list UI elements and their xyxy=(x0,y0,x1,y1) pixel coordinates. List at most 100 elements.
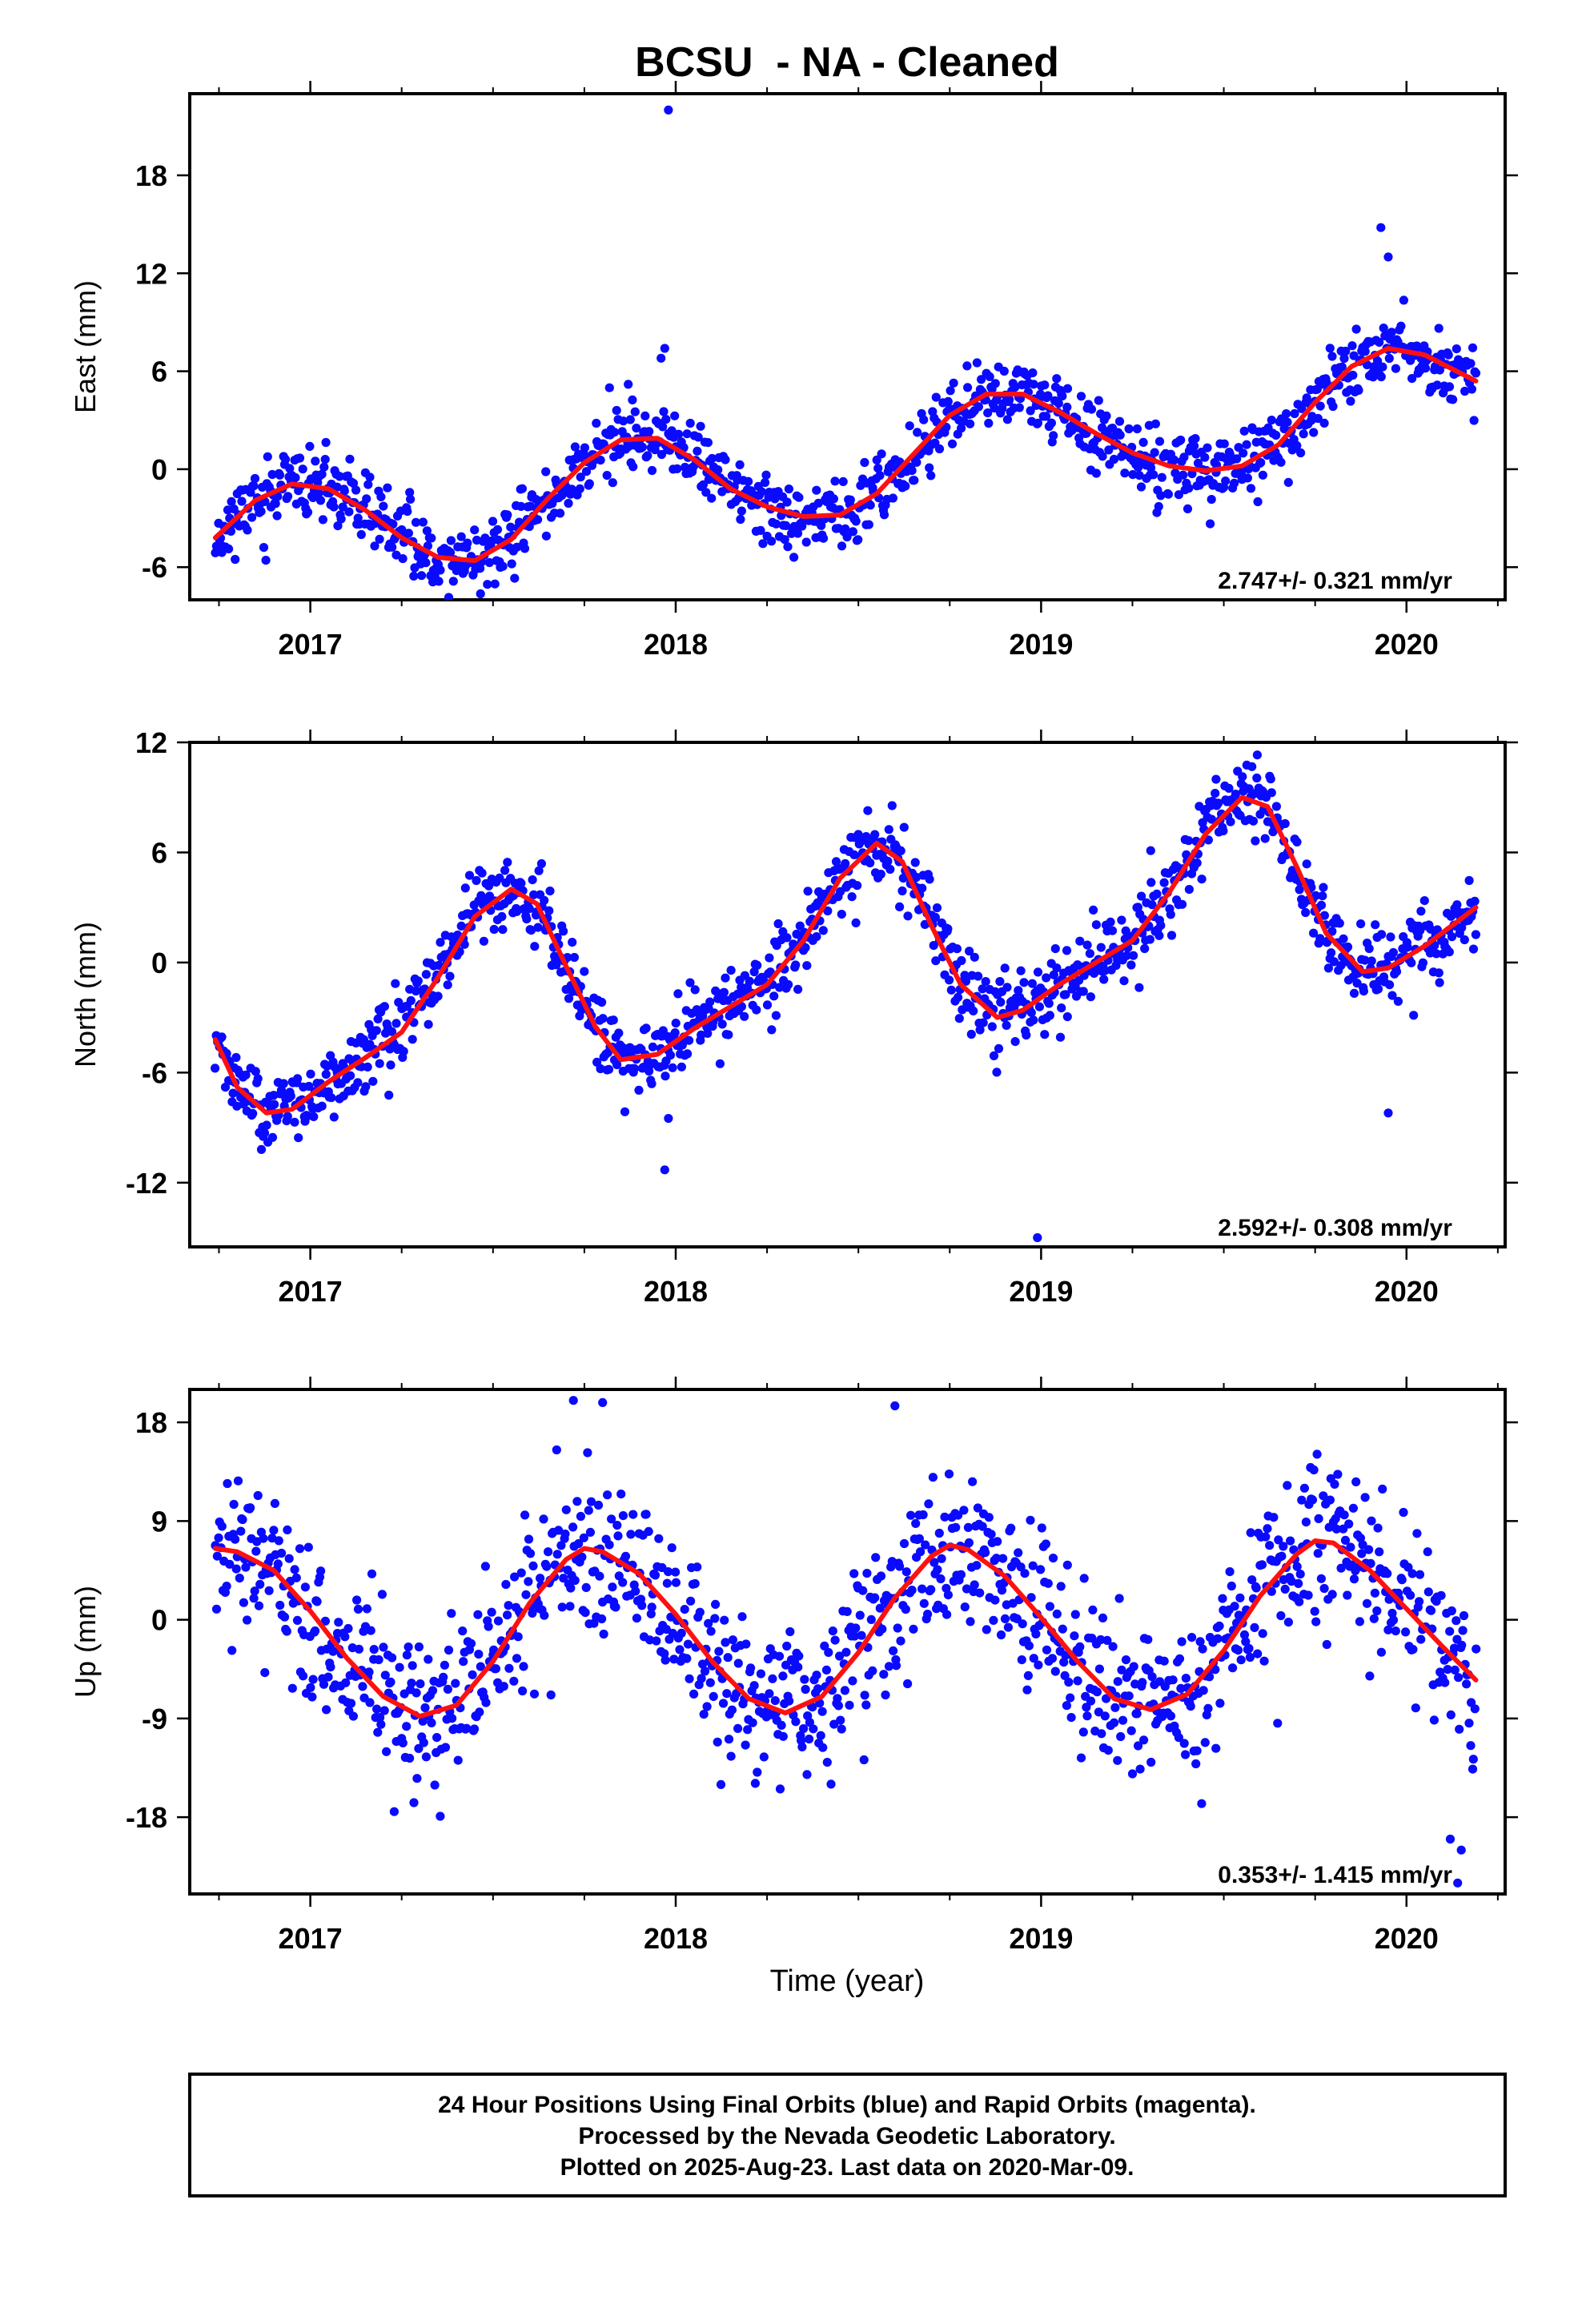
data-point xyxy=(264,1586,274,1595)
data-point xyxy=(1115,430,1125,440)
data-point xyxy=(837,1724,846,1734)
data-point xyxy=(1154,931,1164,940)
data-point xyxy=(275,1600,285,1610)
data-point xyxy=(1010,383,1020,392)
data-point xyxy=(934,444,945,454)
data-point xyxy=(985,372,994,381)
data-point xyxy=(721,973,730,983)
data-point xyxy=(362,1604,371,1614)
data-point xyxy=(1132,1709,1142,1719)
data-point xyxy=(1246,1528,1255,1538)
data-point xyxy=(876,1571,886,1581)
data-point xyxy=(1279,1542,1288,1551)
data-point xyxy=(568,1522,578,1532)
data-point xyxy=(525,1549,536,1558)
data-point xyxy=(1235,1593,1245,1602)
data-point xyxy=(1120,468,1130,478)
data-point xyxy=(876,870,885,879)
data-point xyxy=(1468,944,1479,954)
data-point xyxy=(291,472,300,483)
data-point xyxy=(762,1000,773,1010)
data-point xyxy=(1138,1678,1147,1687)
data-point xyxy=(1340,1535,1351,1545)
data-point xyxy=(462,1723,472,1733)
data-point xyxy=(295,1544,305,1554)
data-point xyxy=(1154,436,1165,446)
data-point xyxy=(943,396,953,406)
data-point xyxy=(1203,1703,1213,1713)
data-point xyxy=(530,942,540,951)
data-point xyxy=(1457,923,1467,932)
data-point xyxy=(884,825,893,834)
data-point xyxy=(1444,382,1455,392)
data-point xyxy=(704,475,713,485)
data-point xyxy=(659,407,669,416)
data-point xyxy=(1118,1715,1128,1725)
data-point xyxy=(570,1575,580,1586)
data-point xyxy=(652,1636,661,1646)
data-point xyxy=(1296,448,1306,458)
data-point xyxy=(260,1668,270,1678)
data-point xyxy=(820,1641,829,1651)
data-point xyxy=(1391,967,1402,976)
data-point xyxy=(931,956,941,966)
data-point xyxy=(647,465,657,476)
data-point xyxy=(977,375,986,384)
data-point xyxy=(773,919,783,929)
data-point xyxy=(384,1090,394,1100)
data-point xyxy=(644,1526,653,1536)
data-point xyxy=(1029,1015,1038,1025)
data-point xyxy=(693,432,703,442)
data-point xyxy=(235,1574,244,1583)
data-point xyxy=(656,449,667,460)
data-point xyxy=(703,438,713,448)
data-point xyxy=(1139,1735,1149,1745)
data-point xyxy=(888,493,897,503)
data-point xyxy=(1052,1609,1062,1618)
data-point xyxy=(870,830,880,839)
outlier-point xyxy=(1383,252,1393,262)
data-point xyxy=(1468,343,1478,352)
data-point xyxy=(1088,1605,1098,1614)
data-point xyxy=(1113,1755,1122,1765)
data-point xyxy=(448,1714,457,1723)
north-x-tick-label: 2020 xyxy=(1375,1275,1439,1308)
data-point xyxy=(884,1662,894,1671)
data-point xyxy=(838,476,848,487)
data-point xyxy=(1062,384,1073,393)
data-point xyxy=(373,1727,383,1737)
data-point xyxy=(460,883,470,893)
data-point xyxy=(1174,1733,1183,1743)
data-point xyxy=(1252,773,1262,783)
data-point xyxy=(705,997,715,1007)
data-point xyxy=(1150,448,1159,457)
data-point xyxy=(1431,949,1441,959)
outlier-point xyxy=(664,1114,673,1124)
data-point xyxy=(1002,415,1012,424)
data-point xyxy=(793,1663,803,1672)
data-point xyxy=(853,881,862,891)
data-point xyxy=(529,890,539,899)
data-point xyxy=(1379,324,1388,333)
data-point xyxy=(1166,1711,1176,1721)
data-point xyxy=(930,1558,939,1567)
data-point xyxy=(837,910,846,919)
data-point xyxy=(611,1602,620,1612)
data-point xyxy=(575,484,584,494)
data-point xyxy=(383,483,392,493)
data-point xyxy=(295,453,305,463)
data-point xyxy=(481,1698,491,1707)
data-point xyxy=(267,469,277,480)
data-point xyxy=(220,1083,231,1092)
data-point xyxy=(770,1696,780,1706)
data-point xyxy=(947,439,958,448)
data-point xyxy=(1134,471,1144,480)
data-point xyxy=(533,923,543,932)
data-point xyxy=(510,573,520,583)
data-point xyxy=(1124,424,1134,434)
data-point xyxy=(1006,1523,1016,1533)
data-point xyxy=(1163,489,1173,499)
data-point xyxy=(517,484,528,493)
data-point xyxy=(901,1567,911,1577)
outlier-point xyxy=(1453,1878,1463,1888)
